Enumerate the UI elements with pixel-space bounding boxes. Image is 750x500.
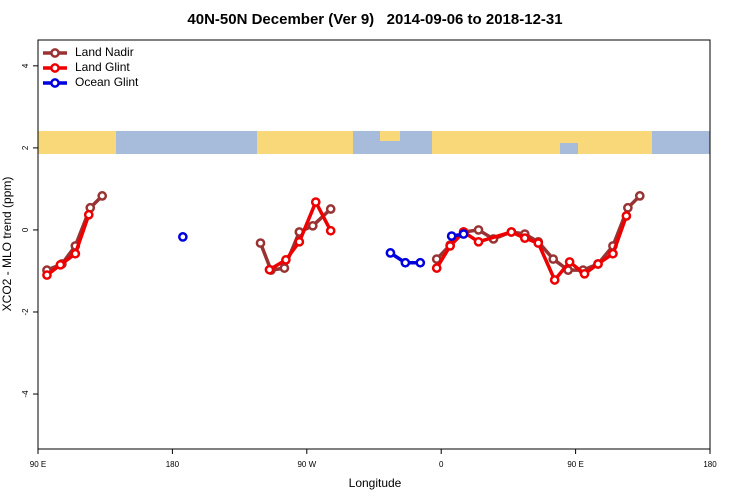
- data-point: [446, 231, 457, 241]
- data-point: [579, 268, 590, 279]
- data-point: [178, 232, 188, 242]
- data-point: [415, 257, 426, 268]
- x-tick-label: 90 E: [30, 460, 46, 469]
- data-point: [533, 238, 544, 248]
- legend-marker: [50, 78, 60, 88]
- x-tick-label: 90 W: [297, 460, 316, 469]
- data-point: [548, 254, 559, 264]
- data-point: [473, 236, 484, 247]
- y-tick-label: -4: [21, 390, 30, 398]
- x-tick-label: 0: [439, 460, 444, 469]
- data-point: [623, 202, 633, 213]
- legend-label: Land Nadir: [75, 45, 134, 59]
- data-point: [97, 191, 108, 201]
- data-point: [325, 225, 336, 236]
- x-axis-label: Longitude: [349, 476, 402, 490]
- data-point: [310, 197, 321, 207]
- y-axis-label: XCO2 - MLO trend (ppm): [0, 177, 14, 312]
- data-point: [325, 204, 336, 214]
- data-point: [55, 259, 66, 270]
- y-tick-label: 4: [21, 63, 30, 68]
- legend-label: Land Glint: [75, 60, 130, 74]
- data-point: [549, 275, 560, 285]
- data-point: [506, 227, 517, 237]
- data-point: [621, 211, 632, 221]
- data-point: [281, 255, 291, 265]
- data-point: [42, 270, 52, 280]
- chart-title: 40N-50N December (Ver 9) 2014-09-06 to 2…: [187, 11, 562, 28]
- x-tick-label: 180: [166, 460, 180, 469]
- data-point: [519, 233, 530, 243]
- x-tick-label: 90 E: [567, 460, 583, 469]
- data-point: [458, 229, 469, 239]
- legend-marker: [50, 48, 60, 58]
- data-point: [634, 191, 645, 201]
- data-point: [431, 263, 442, 273]
- data-point: [593, 259, 603, 269]
- map-strip: [38, 131, 710, 154]
- data-point: [83, 209, 94, 220]
- data-point: [294, 236, 305, 247]
- y-tick-label: -2: [21, 308, 30, 316]
- legend-marker: [50, 63, 60, 73]
- data-point: [307, 220, 318, 231]
- data-point: [400, 257, 411, 268]
- plot-frame: [37, 39, 711, 450]
- data-point: [255, 238, 266, 248]
- data-point: [264, 264, 275, 275]
- data-point: [564, 257, 575, 267]
- y-tick-label: 2: [21, 145, 30, 150]
- data-point: [473, 225, 484, 235]
- x-tick-label: 180: [703, 460, 717, 469]
- data-point: [70, 248, 81, 259]
- data-point: [608, 248, 618, 259]
- data-point: [385, 248, 396, 258]
- data-point: [445, 241, 456, 251]
- legend-label: Ocean Glint: [75, 75, 139, 89]
- y-tick-label: 0: [21, 227, 30, 232]
- data-point: [279, 263, 290, 273]
